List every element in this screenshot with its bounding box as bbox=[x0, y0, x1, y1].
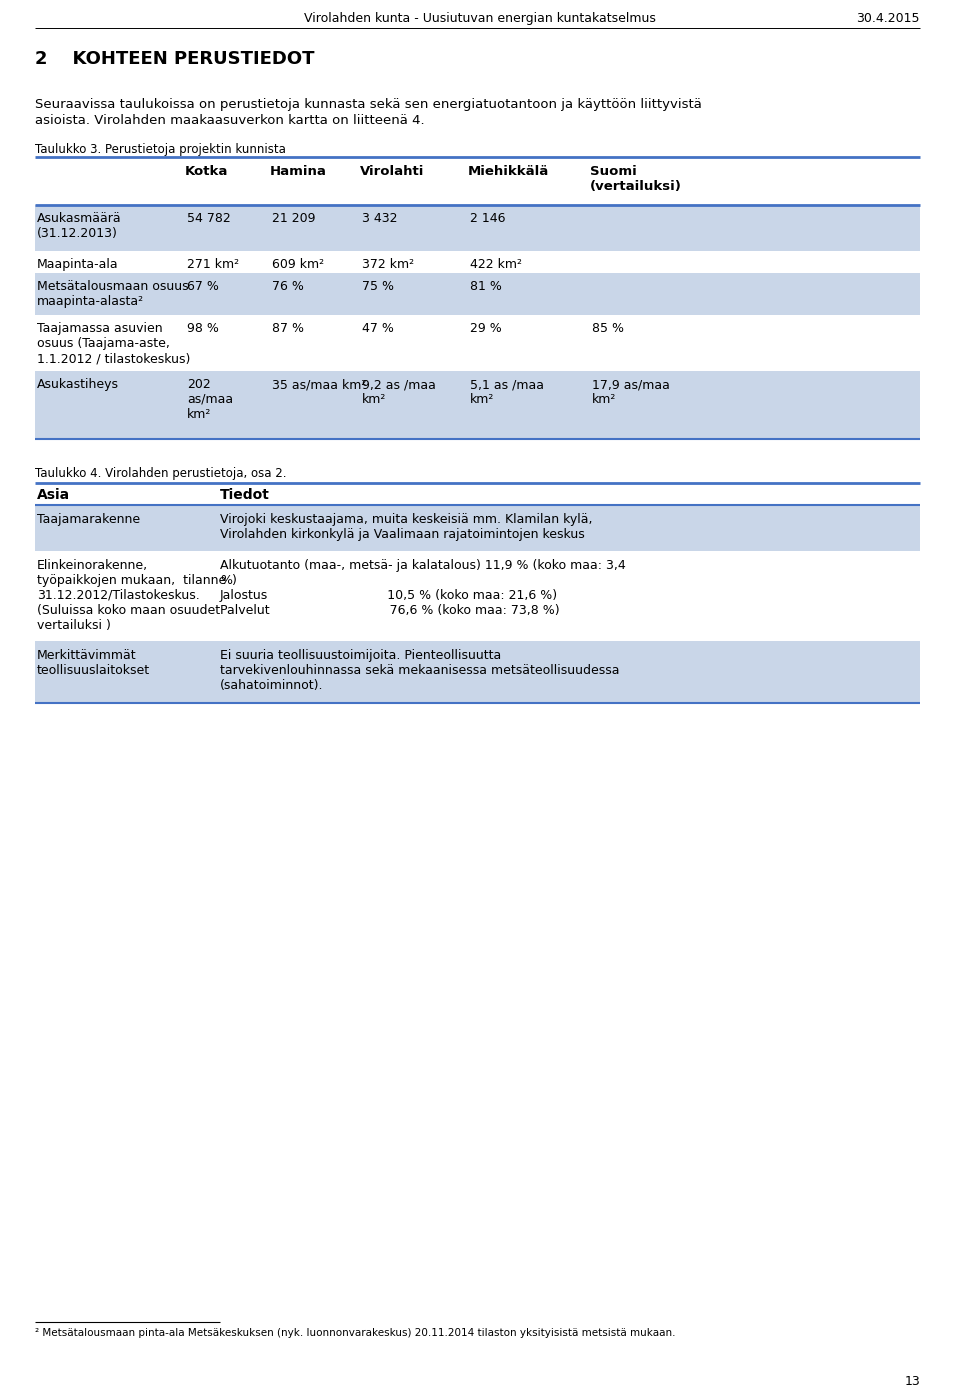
Text: 81 %: 81 % bbox=[470, 279, 502, 293]
Bar bbox=[35, 252, 920, 272]
Text: (vertailuksi): (vertailuksi) bbox=[590, 179, 682, 193]
Text: osuus (Taajama-aste,: osuus (Taajama-aste, bbox=[37, 336, 170, 350]
Text: (31.12.2013): (31.12.2013) bbox=[37, 227, 118, 240]
Text: 47 %: 47 % bbox=[362, 322, 394, 335]
Text: (sahatoiminnot).: (sahatoiminnot). bbox=[220, 678, 324, 692]
Text: 9,2 as /maa: 9,2 as /maa bbox=[362, 378, 436, 391]
Text: Jalostus                              10,5 % (koko maa: 21,6 %): Jalostus 10,5 % (koko maa: 21,6 %) bbox=[220, 589, 558, 602]
Text: km²: km² bbox=[362, 393, 386, 406]
Text: %): %) bbox=[220, 574, 237, 587]
Text: 30.4.2015: 30.4.2015 bbox=[856, 13, 920, 25]
Text: 87 %: 87 % bbox=[272, 322, 304, 335]
Text: 17,9 as/maa: 17,9 as/maa bbox=[592, 378, 670, 391]
Text: Asia: Asia bbox=[37, 488, 70, 502]
Text: Palvelut                              76,6 % (koko maa: 73,8 %): Palvelut 76,6 % (koko maa: 73,8 %) bbox=[220, 605, 560, 617]
Text: 422 km²: 422 km² bbox=[470, 259, 522, 271]
Bar bbox=[35, 641, 920, 703]
Text: Tiedot: Tiedot bbox=[220, 488, 270, 502]
Text: Virojoki keskustaajama, muita keskeisiä mm. Klamilan kylä,: Virojoki keskustaajama, muita keskeisiä … bbox=[220, 513, 592, 525]
Text: km²: km² bbox=[592, 393, 616, 406]
Bar bbox=[35, 316, 920, 371]
Text: Metsätalousmaan osuus: Metsätalousmaan osuus bbox=[37, 279, 188, 293]
Text: 54 782: 54 782 bbox=[187, 213, 230, 225]
Text: työpaikkojen mukaan,  tilanne: työpaikkojen mukaan, tilanne bbox=[37, 574, 227, 587]
Text: teollisuuslaitokset: teollisuuslaitokset bbox=[37, 664, 150, 677]
Text: 31.12.2012/Tilastokeskus.: 31.12.2012/Tilastokeskus. bbox=[37, 589, 200, 602]
Text: Miehikkälä: Miehikkälä bbox=[468, 165, 549, 178]
Text: 372 km²: 372 km² bbox=[362, 259, 414, 271]
Text: Taulukko 3. Perustietoja projektin kunnista: Taulukko 3. Perustietoja projektin kunni… bbox=[35, 143, 286, 156]
Text: 35 as/maa km²: 35 as/maa km² bbox=[272, 378, 367, 391]
Text: Merkittävimmät: Merkittävimmät bbox=[37, 649, 136, 662]
Text: 609 km²: 609 km² bbox=[272, 259, 324, 271]
Text: Virolahden kirkonkylä ja Vaalimaan rajatoimintojen keskus: Virolahden kirkonkylä ja Vaalimaan rajat… bbox=[220, 528, 585, 541]
Bar bbox=[35, 272, 920, 316]
Text: maapinta-alasta²: maapinta-alasta² bbox=[37, 295, 144, 309]
Text: Taajamarakenne: Taajamarakenne bbox=[37, 513, 140, 525]
Text: 271 km²: 271 km² bbox=[187, 259, 239, 271]
Text: Taajamassa asuvien: Taajamassa asuvien bbox=[37, 322, 162, 335]
Text: Hamina: Hamina bbox=[270, 165, 326, 178]
Text: Virolahden kunta - Uusiutuvan energian kuntakatselmus: Virolahden kunta - Uusiutuvan energian k… bbox=[304, 13, 656, 25]
Text: 13: 13 bbox=[904, 1375, 920, 1389]
Text: 76 %: 76 % bbox=[272, 279, 304, 293]
Text: tarvekivenlouhinnassa sekä mekaanisessa metsäteollisuudessa: tarvekivenlouhinnassa sekä mekaanisessa … bbox=[220, 664, 619, 677]
Text: 202: 202 bbox=[187, 378, 211, 391]
Text: 98 %: 98 % bbox=[187, 322, 219, 335]
Text: Taulukko 4. Virolahden perustietoja, osa 2.: Taulukko 4. Virolahden perustietoja, osa… bbox=[35, 467, 286, 480]
Text: ² Metsätalousmaan pinta-ala Metsäkeskuksen (nyk. luonnonvarakeskus) 20.11.2014 t: ² Metsätalousmaan pinta-ala Metsäkeskuks… bbox=[35, 1327, 676, 1339]
Text: 75 %: 75 % bbox=[362, 279, 394, 293]
Text: 85 %: 85 % bbox=[592, 322, 624, 335]
Text: Suomi: Suomi bbox=[590, 165, 636, 178]
Text: km²: km² bbox=[187, 409, 211, 421]
Text: 67 %: 67 % bbox=[187, 279, 219, 293]
Text: vertailuksi ): vertailuksi ) bbox=[37, 619, 110, 632]
Bar bbox=[35, 505, 920, 550]
Text: 1.1.2012 / tilastokeskus): 1.1.2012 / tilastokeskus) bbox=[37, 352, 190, 366]
Text: km²: km² bbox=[470, 393, 494, 406]
Bar bbox=[35, 371, 920, 439]
Text: (Suluissa koko maan osuudet: (Suluissa koko maan osuudet bbox=[37, 605, 220, 617]
Text: Asukasmäärä: Asukasmäärä bbox=[37, 213, 122, 225]
Text: Virolahti: Virolahti bbox=[360, 165, 424, 178]
Text: Elinkeinorakenne,: Elinkeinorakenne, bbox=[37, 559, 148, 573]
Text: 3 432: 3 432 bbox=[362, 213, 397, 225]
Text: as/maa: as/maa bbox=[187, 393, 233, 406]
Text: 2 146: 2 146 bbox=[470, 213, 506, 225]
Text: 2    KOHTEEN PERUSTIEDOT: 2 KOHTEEN PERUSTIEDOT bbox=[35, 50, 315, 68]
Text: Kotka: Kotka bbox=[185, 165, 228, 178]
Text: Seuraavissa taulukoissa on perustietoja kunnasta sekä sen energiatuotantoon ja k: Seuraavissa taulukoissa on perustietoja … bbox=[35, 99, 702, 111]
Text: 29 %: 29 % bbox=[470, 322, 502, 335]
Text: 21 209: 21 209 bbox=[272, 213, 316, 225]
Text: Asukastiheys: Asukastiheys bbox=[37, 378, 119, 391]
Text: 5,1 as /maa: 5,1 as /maa bbox=[470, 378, 544, 391]
Text: Maapinta-ala: Maapinta-ala bbox=[37, 259, 119, 271]
Bar bbox=[35, 550, 920, 641]
Text: asioista. Virolahden maakaasuverkon kartta on liitteenä 4.: asioista. Virolahden maakaasuverkon kart… bbox=[35, 114, 424, 126]
Bar bbox=[35, 204, 920, 252]
Text: Ei suuria teollisuustoimijoita. Pienteollisuutta: Ei suuria teollisuustoimijoita. Pienteol… bbox=[220, 649, 501, 662]
Text: Alkutuotanto (maa-, metsä- ja kalatalous) 11,9 % (koko maa: 3,4: Alkutuotanto (maa-, metsä- ja kalatalous… bbox=[220, 559, 626, 573]
